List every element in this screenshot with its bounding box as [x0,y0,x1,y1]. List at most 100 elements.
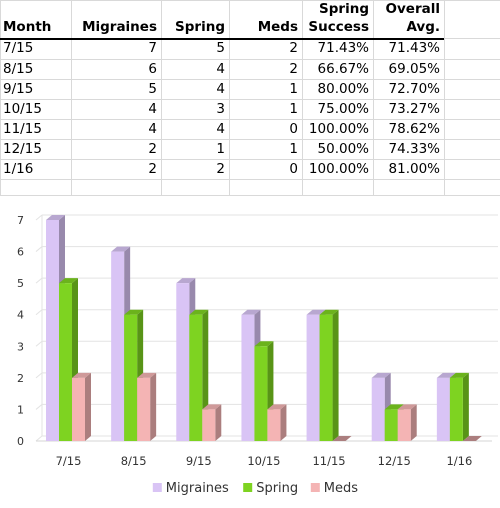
bar-migraines-1-16-top [436,372,456,378]
table-cell-migraines: 5 [148,81,157,97]
grid-line [0,159,500,160]
table-cell-spring: 4 [216,61,225,77]
bar-chart: 0 1 2 3 4 5 6 7 7/15 8/15 9/15 10/15 11/15 12/15 1/16 M… [0,196,500,508]
bar-meds-7-15-side [85,372,91,441]
bar-spring-10-15 [254,346,268,441]
table-cell-month: 1/16 [3,161,34,177]
bar-meds-10-15-side [280,404,287,441]
legend-swatch-spring [243,483,253,492]
y-tick-label: 1 [17,403,24,416]
header-border [0,38,444,40]
bar-meds-12-15-side [410,404,417,441]
bar-meds-10-15 [267,409,281,441]
bar-spring-12-15-top [384,404,404,410]
table-cell-meds: 1 [289,81,298,97]
grid-line [0,195,500,196]
grid-line [161,0,162,195]
table-cell-migraines: 7 [148,40,157,56]
bar-spring-1-16-top [449,372,469,378]
legend-swatch-migraines [152,483,162,492]
table-cell-overall-avg: 71.43% [388,40,440,56]
bar-spring-10-15-top [254,341,274,347]
bar-meds-11-15 [332,436,352,441]
gridline [35,214,43,221]
x-tick-label: 8/15 [121,454,147,468]
gridline [35,309,43,316]
bar-migraines-12-15 [371,377,385,441]
bar-migraines-8-15 [111,251,125,441]
y-tick-label: 2 [17,372,24,385]
table-cell-spring-success: 100.00% [308,161,369,177]
bar-meds-7-15 [72,377,85,441]
table-cell-month: 10/15 [3,101,42,117]
table-cell-meds: 1 [289,141,298,157]
table-cell-spring: 2 [216,161,225,177]
bar-migraines-12-15-top [371,372,391,378]
table-cell-migraines: 2 [148,141,157,157]
bar-spring-7-15-top [59,278,78,284]
table-cell-overall-avg: 81.00% [388,161,440,177]
bar-spring-9-15 [189,314,203,441]
bar-migraines-8-15-top [111,246,131,252]
table-cell-spring-success: 75.00% [317,101,369,117]
table-cell-overall-avg: 74.33% [388,141,440,157]
x-tick-label: 7/15 [56,454,82,468]
gridline [35,340,43,347]
bar-spring-11-15-side [332,309,339,441]
table-cell-spring: 3 [216,101,225,117]
table-cell-spring: 1 [216,141,225,157]
table-cell-spring-success: 71.43% [317,40,369,56]
data-table: Month Migraines Spring Meds Spring Success Ove… [0,0,500,196]
y-tick-label: 7 [17,214,24,227]
table-cell-migraines: 6 [148,61,157,77]
legend-swatch-meds [310,483,320,492]
bar-migraines-9-15-top [176,278,196,284]
bar-migraines-11-15 [306,314,320,441]
grid-line [444,0,445,195]
table-cell-month: 7/15 [3,40,34,56]
table-cell-month: 11/15 [3,121,42,137]
bar-spring-11-15 [319,314,333,441]
x-tick-label: 12/15 [378,454,411,468]
table-cell-spring: 4 [216,121,225,137]
table-cell-migraines: 2 [148,161,157,177]
legend-label-spring: Spring [256,481,298,496]
header-month-line2: Month [3,19,52,35]
bar-meds-10-15-top [267,404,287,410]
header-overall-avg-line1: Overall [385,1,440,17]
bar-meds-8-15-side [150,372,157,441]
chart-canvas: 0 1 2 3 4 5 6 7 7/15 8/15 9/15 10/15 11/15 12/15 1/16 M… [17,214,498,496]
header-spring-line2: Spring [175,19,225,35]
table-cell-meds: 0 [289,121,298,137]
bar-meds-8-15 [137,377,151,441]
table-cell-overall-avg: 72.70% [388,81,440,97]
bar-spring-1-16-side [462,372,469,441]
table-cell-meds: 2 [289,61,298,77]
grid-line [0,79,500,80]
gridline [35,277,43,284]
x-tick-label: 11/15 [312,454,345,468]
bar-meds-7-15-top [72,372,91,378]
bar-meds-12-15-top [397,404,417,410]
x-tick-label: 10/15 [247,454,280,468]
y-tick-label: 4 [17,309,24,322]
bar-meds-12-15 [397,409,411,441]
grid-line [0,0,500,1]
table-cell-spring-success: 100.00% [308,121,369,137]
bar-meds-1-16 [462,436,482,441]
table-cell-migraines: 4 [148,101,157,117]
grid-line [0,59,500,60]
grid-line [0,0,1,195]
bar-spring-8-15-top [124,309,144,315]
bar-spring-11-15-top [319,309,339,315]
table-cell-overall-avg: 73.27% [388,101,440,117]
table-cell-month: 12/15 [3,141,42,157]
bar-meds-8-15-top [137,372,157,378]
gridline [35,372,43,379]
bar-migraines-9-15 [176,283,190,441]
table-cell-overall-avg: 78.62% [388,121,440,137]
bar-migraines-1-16 [436,377,450,441]
bar-spring-12-15 [384,409,398,441]
bar-spring-1-16 [449,377,463,441]
header-migraines-line2: Migraines [82,19,157,35]
